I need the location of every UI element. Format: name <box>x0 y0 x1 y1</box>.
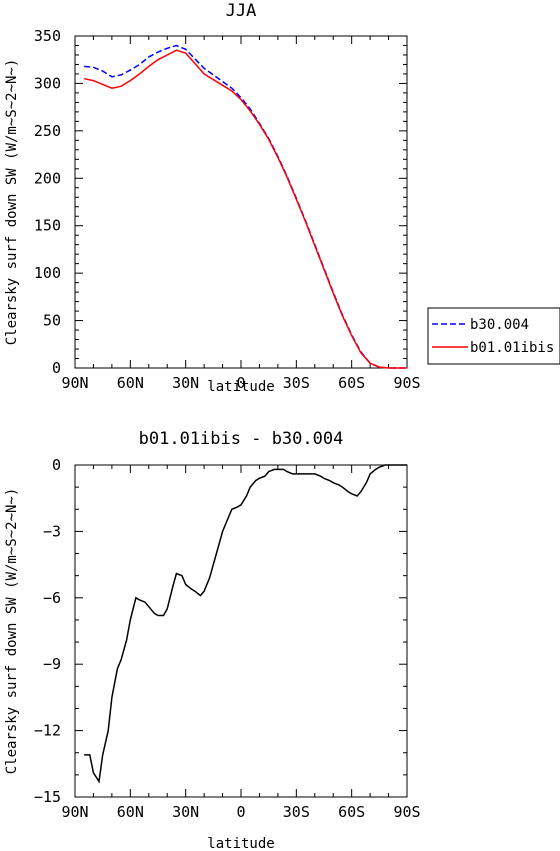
y-tick-label: −3 <box>43 522 61 540</box>
x-tick-label: 60S <box>338 803 365 821</box>
chart-title: b01.01ibis - b30.004 <box>139 429 344 449</box>
x-tick-label: 90S <box>393 374 420 392</box>
panel-top: JJA latitude Clearsky surf down SW (W/m~… <box>4 1 421 395</box>
x-tick-label: 60S <box>338 374 365 392</box>
y-tick-label: 150 <box>34 217 61 235</box>
x-tick-label: 30S <box>283 374 310 392</box>
y-tick-label: 200 <box>34 169 61 187</box>
x-tick-label: 0 <box>236 803 245 821</box>
legend-label-b01-01ibis: b01.01ibis <box>470 340 554 356</box>
series-line-series-0 <box>84 464 407 784</box>
y-tick-label: 100 <box>34 264 61 282</box>
series-line-b01-01ibis <box>84 49 407 369</box>
y-ticks: −15 −12 −9 −6 −3 0 <box>34 456 407 806</box>
plot-frame <box>74 35 408 369</box>
series-line-b30-004 <box>84 44 407 369</box>
series-lines <box>84 464 407 784</box>
y-axis-label: Clearsky surf down SW (W/m~S~2~N~) <box>4 488 20 775</box>
x-ticks: 90N 60N 30N 0 30S 60S 90S <box>61 465 421 821</box>
y-tick-label: 350 <box>34 27 61 45</box>
x-axis-label: latitude <box>207 379 274 395</box>
x-tick-label: 90N <box>61 803 88 821</box>
panel-bottom: b01.01ibis - b30.004 latitude Clearsky s… <box>4 429 421 851</box>
y-tick-label: −12 <box>34 722 61 740</box>
y-tick-label: 300 <box>34 74 61 92</box>
x-tick-label: 90N <box>61 374 88 392</box>
x-ticks: 90N 60N 30N 0 30S 60S 90S <box>61 36 421 392</box>
legend: b30.004 b01.01ibis <box>427 307 560 365</box>
x-tick-label: 30N <box>172 803 199 821</box>
x-axis-label: latitude <box>207 836 274 851</box>
x-tick-label: 60N <box>117 374 144 392</box>
series-lines <box>84 44 407 369</box>
y-tick-label: 50 <box>43 312 61 330</box>
x-tick-label: 0 <box>236 374 245 392</box>
y-tick-label: 0 <box>52 359 61 377</box>
y-tick-label: 250 <box>34 122 61 140</box>
x-tick-label: 30S <box>283 803 310 821</box>
y-tick-label: −6 <box>43 589 61 607</box>
y-tick-label: −9 <box>43 655 61 673</box>
y-tick-label: 0 <box>52 456 61 474</box>
y-axis-label: Clearsky surf down SW (W/m~S~2~N~) <box>4 59 20 346</box>
y-ticks: 0 50 100 150 200 250 300 350 <box>34 27 407 377</box>
x-tick-label: 90S <box>393 803 420 821</box>
x-tick-label: 30N <box>172 374 199 392</box>
x-tick-label: 60N <box>117 803 144 821</box>
legend-box <box>427 307 560 365</box>
chart-title: JJA <box>226 1 257 21</box>
legend-label-b30-004: b30.004 <box>470 317 529 333</box>
plot-frame <box>74 464 408 798</box>
y-tick-label: −15 <box>34 788 61 806</box>
